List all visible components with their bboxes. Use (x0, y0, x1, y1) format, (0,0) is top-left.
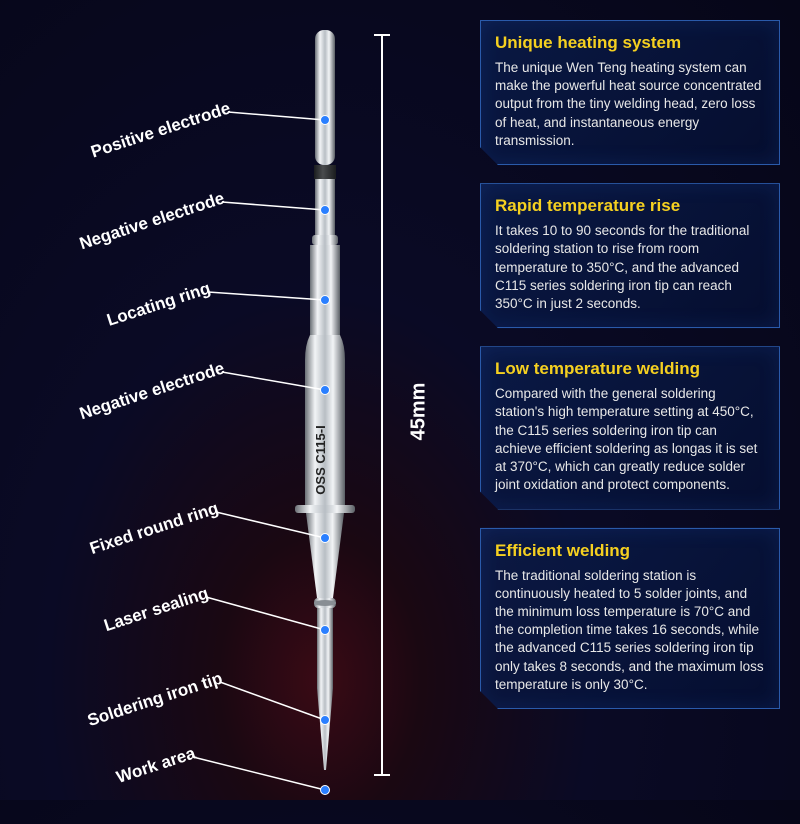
panel-body: The traditional soldering station is con… (495, 567, 765, 695)
panel-title: Efficient welding (495, 541, 765, 561)
dimension-label: 45mm (407, 383, 430, 441)
part-label: Positive electrode (37, 98, 233, 179)
panel-title: Unique heating system (495, 33, 765, 53)
feature-panel: Rapid temperature rise It takes 10 to 90 … (480, 183, 780, 328)
panel-body: Compared with the general soldering stat… (495, 385, 765, 494)
part-label: Soldering iron tip (29, 668, 225, 749)
feature-panel: Low temperature welding Compared with the… (480, 346, 780, 509)
product-label: OSS C115-I (313, 425, 328, 494)
part-label: Work area (2, 743, 198, 824)
soldering-iron-illustration: OSS C115-I (280, 30, 370, 780)
part-label: Negative electrode (31, 188, 227, 269)
panel-title: Rapid temperature rise (495, 196, 765, 216)
panel-body: It takes 10 to 90 seconds for the tradit… (495, 222, 765, 313)
feature-panel: Efficient welding The traditional solderi… (480, 528, 780, 710)
panel-title: Low temperature welding (495, 359, 765, 379)
part-label: Negative electrode (31, 358, 227, 439)
panel-body: The unique Wen Teng heating system can m… (495, 59, 765, 150)
part-label: Fixed round ring (25, 498, 221, 579)
diagram-area: OSS C115-I 45mm Positive electrode Negati… (0, 0, 480, 800)
feature-panels: Unique heating system The unique Wen Teng… (480, 20, 780, 727)
feature-panel: Unique heating system The unique Wen Teng… (480, 20, 780, 165)
part-label: Laser sealing (15, 583, 211, 664)
part-label: Locating ring (17, 278, 213, 359)
